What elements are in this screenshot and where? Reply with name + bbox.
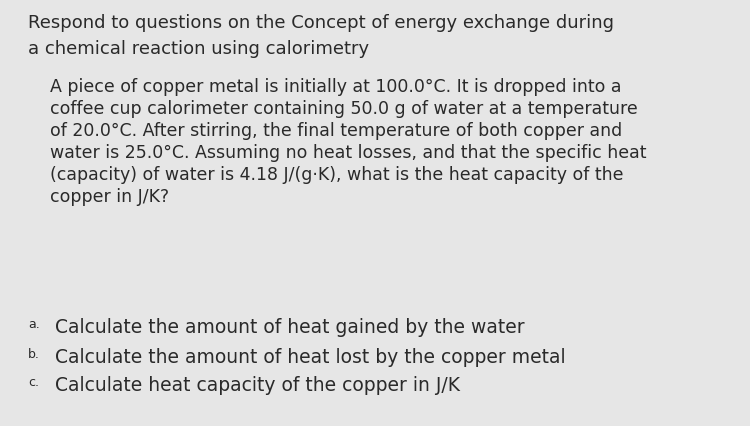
- Text: Calculate heat capacity of the copper in J/K: Calculate heat capacity of the copper in…: [55, 375, 460, 394]
- Text: (capacity) of water is 4.18 J/(g·K), what is the heat capacity of the: (capacity) of water is 4.18 J/(g·K), wha…: [50, 166, 623, 184]
- Text: a chemical reaction using calorimetry: a chemical reaction using calorimetry: [28, 40, 369, 58]
- Text: Calculate the amount of heat lost by the copper metal: Calculate the amount of heat lost by the…: [55, 347, 566, 366]
- Text: of 20.0°C. After stirring, the final temperature of both copper and: of 20.0°C. After stirring, the final tem…: [50, 122, 622, 140]
- Text: c.: c.: [28, 375, 39, 388]
- Text: copper in J/K?: copper in J/K?: [50, 187, 170, 205]
- Text: coffee cup calorimeter containing 50.0 g of water at a temperature: coffee cup calorimeter containing 50.0 g…: [50, 100, 637, 118]
- Text: water is 25.0°C. Assuming no heat losses, and that the specific heat: water is 25.0°C. Assuming no heat losses…: [50, 144, 646, 161]
- Text: Respond to questions on the Concept of energy exchange during: Respond to questions on the Concept of e…: [28, 14, 614, 32]
- Text: A piece of copper metal is initially at 100.0°C. It is dropped into a: A piece of copper metal is initially at …: [50, 78, 622, 96]
- Text: Calculate the amount of heat gained by the water: Calculate the amount of heat gained by t…: [55, 317, 525, 336]
- Text: a.: a.: [28, 317, 40, 330]
- Text: b.: b.: [28, 347, 40, 360]
